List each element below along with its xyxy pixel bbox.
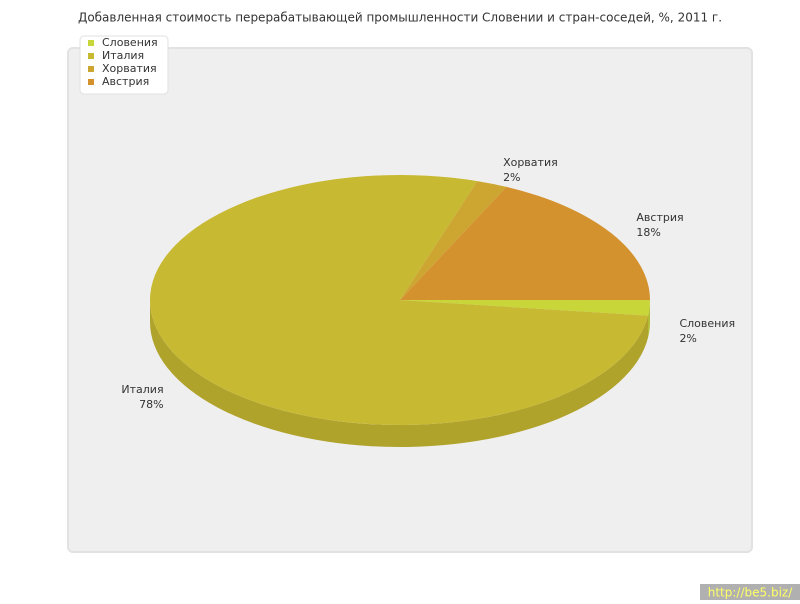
slice-value-label: 2%	[679, 332, 696, 345]
legend-label: Италия	[102, 49, 144, 62]
slice-side	[648, 300, 650, 338]
slice-value-label: 78%	[139, 398, 163, 411]
slice-label: Италия	[121, 383, 163, 396]
legend-swatch	[88, 79, 94, 85]
slice-label: Австрия	[636, 211, 683, 224]
slice-side	[150, 300, 649, 448]
legend-label: Хорватия	[102, 62, 157, 75]
slice-value-label: 18%	[636, 226, 660, 239]
legend-swatch	[88, 66, 94, 72]
legend-label: Словения	[102, 36, 158, 49]
watermark-bg	[700, 584, 800, 600]
slice-label: Хорватия	[503, 156, 558, 169]
slice-label: Словения	[679, 317, 735, 330]
slice-value-label: 2%	[503, 171, 520, 184]
chart-title: Добавленная стоимость перерабатывающей п…	[78, 11, 722, 25]
slice	[400, 181, 507, 300]
slice	[150, 175, 649, 425]
slice	[400, 186, 650, 300]
watermark: http://be5.biz/	[708, 586, 793, 600]
legend-label: Австрия	[102, 75, 149, 88]
legend-box	[79, 35, 169, 95]
legend-swatch	[88, 53, 94, 59]
legend-swatch	[88, 40, 94, 46]
slice	[400, 300, 650, 316]
